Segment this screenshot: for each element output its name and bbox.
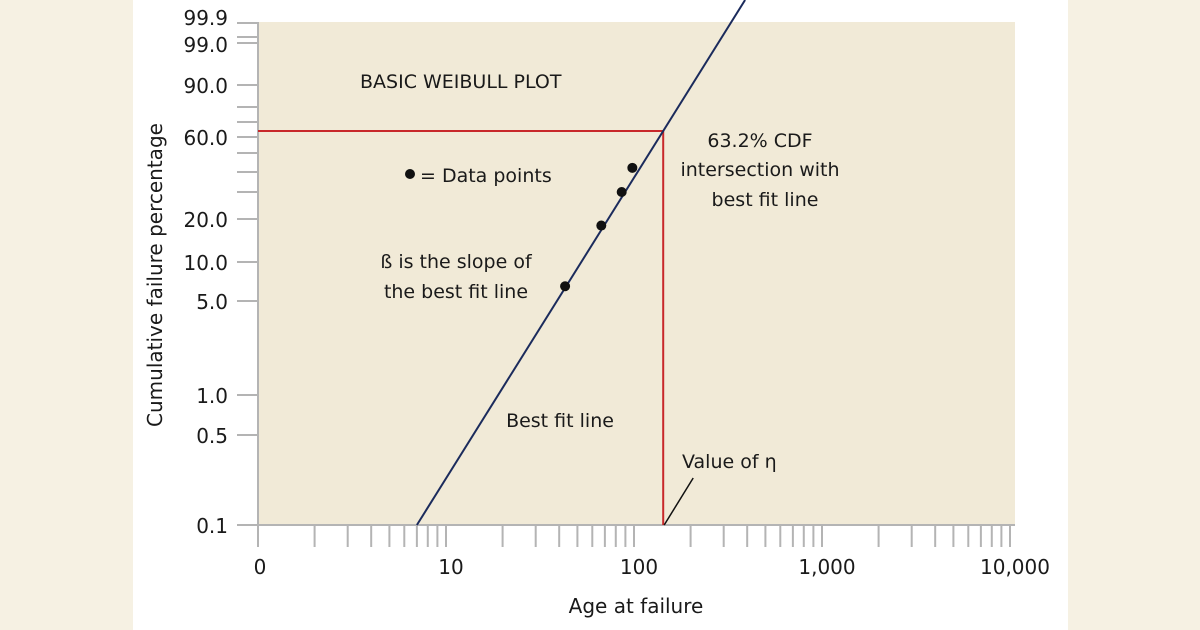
y-tick-label: 99.0	[183, 33, 228, 57]
cdf-annotation-2: intersection with	[680, 159, 839, 181]
y-tick-label: 99.9	[183, 6, 228, 30]
eta-label: Value of η	[682, 451, 777, 473]
legend-label: = Data points	[420, 165, 552, 187]
beta-annotation-2: the best fit line	[384, 281, 528, 303]
y-tick-label: 20.0	[183, 208, 228, 232]
best-fit-label: Best fit line	[506, 410, 614, 432]
cdf-annotation-3: best fit line	[712, 189, 819, 211]
y-tick-label: 10.0	[183, 251, 228, 275]
eta-leader-line	[663, 477, 694, 526]
data-point	[627, 162, 638, 173]
y-tick-label: 5.0	[196, 290, 228, 314]
legend-marker-dot	[405, 169, 415, 179]
x-tick-label: 1,000	[798, 555, 855, 579]
beta-annotation-1: ß is the slope of	[380, 251, 533, 273]
y-tick-label: 1.0	[196, 384, 228, 408]
y-tick-label: 0.1	[196, 514, 228, 538]
best-fit-line	[416, 0, 746, 526]
x-axis-title: Age at failure	[569, 594, 704, 618]
x-tick-label: 0	[254, 555, 267, 579]
x-tick-label: 100	[620, 555, 658, 579]
data-point	[596, 220, 607, 231]
plot-area	[258, 22, 1015, 525]
cdf-annotation-1: 63.2% CDF	[707, 130, 812, 152]
x-tick-label: 10	[438, 555, 463, 579]
y-tick-label: 90.0	[183, 74, 228, 98]
y-axis-title: Cumulative failure percentage	[143, 123, 167, 427]
data-point	[616, 187, 627, 197]
y-tick-label: 0.5	[196, 424, 228, 448]
chart-title: BASIC WEIBULL PLOT	[360, 71, 562, 93]
data-point	[560, 281, 571, 292]
x-tick-label: 10,000	[980, 555, 1050, 579]
y-tick-label: 60.0	[183, 126, 228, 150]
